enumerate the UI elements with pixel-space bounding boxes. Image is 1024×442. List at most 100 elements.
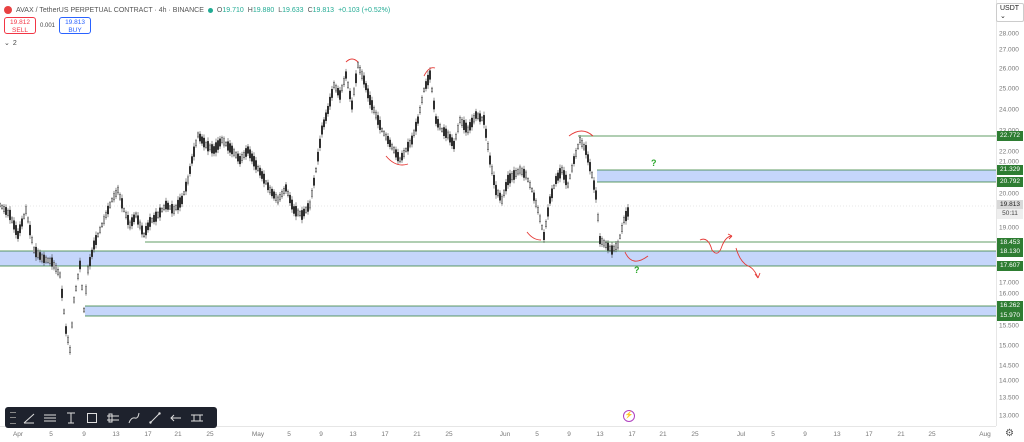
- candle-body: [119, 193, 121, 200]
- candle-body: [183, 191, 185, 196]
- brush-icon[interactable]: [125, 409, 142, 426]
- candle-body: [473, 115, 475, 123]
- candle-body: [343, 78, 345, 85]
- candle-body: [187, 176, 189, 184]
- price-label: 17.000: [999, 279, 1019, 287]
- text-cursor-icon[interactable]: [62, 409, 79, 426]
- time-label: 13: [112, 431, 120, 438]
- buy-button[interactable]: 19.813 BUY: [59, 17, 92, 34]
- level-tag: 15.970: [997, 311, 1023, 321]
- candle-body: [53, 262, 55, 269]
- candle-body: [285, 184, 287, 192]
- candle-body: [609, 245, 611, 251]
- symbol-info[interactable]: AVAX / TetherUS PERPETUAL CONTRACT · 4h …: [4, 4, 390, 16]
- price-axis[interactable]: 28.000 27.000 26.000 25.000 24.000 23.00…: [996, 0, 1024, 426]
- level-tag: 18.453: [997, 238, 1023, 248]
- parallel-channel-icon[interactable]: [104, 409, 121, 426]
- candle-body: [163, 205, 165, 210]
- candle-body: [111, 198, 113, 202]
- candle-body: [227, 141, 229, 151]
- candle-body: [373, 107, 375, 113]
- trend-line-icon[interactable]: [20, 409, 37, 426]
- rectangle-icon[interactable]: [83, 409, 100, 426]
- drag-handle[interactable]: [10, 411, 16, 424]
- candle-body: [91, 249, 93, 257]
- candle-body: [297, 209, 299, 216]
- candle-body: [565, 174, 567, 186]
- symbol-title: AVAX / TetherUS PERPETUAL CONTRACT · 4h …: [16, 6, 204, 14]
- candle-body: [161, 207, 163, 212]
- candle-body: [255, 160, 257, 170]
- candle-body: [561, 166, 563, 174]
- level-tag: 16.262: [997, 301, 1023, 311]
- indicators-toggle[interactable]: ⌄ 2: [4, 39, 17, 48]
- level-tag: 21.329: [997, 165, 1023, 175]
- time-label: 5: [535, 431, 539, 438]
- price-label: 20.000: [999, 190, 1019, 198]
- time-axis[interactable]: Apr 5 9 13 17 21 25 May 5 9 13 17 21 25 Jun 5 9 13 17 21 25 J…: [0, 426, 996, 442]
- candle-body: [537, 207, 539, 213]
- candle-body: [311, 190, 313, 197]
- sell-button[interactable]: 19.812 SELL: [4, 17, 36, 34]
- candle-body: [17, 230, 19, 239]
- candle-body: [515, 169, 517, 177]
- arrow-icon[interactable]: [167, 409, 184, 426]
- candle-body: [557, 172, 559, 181]
- time-label: 9: [82, 431, 86, 438]
- candle-body: [263, 173, 265, 184]
- candle-body: [313, 177, 315, 186]
- candle-body: [63, 309, 65, 314]
- candle-body: [421, 97, 423, 103]
- candle-body: [611, 245, 613, 255]
- candle-body: [253, 156, 255, 167]
- pattern-icon[interactable]: [188, 409, 205, 426]
- candle-body: [35, 246, 37, 258]
- candle-body: [197, 132, 199, 138]
- candle-body: [137, 215, 139, 225]
- candle-body: [463, 120, 465, 131]
- measure-icon[interactable]: [146, 409, 163, 426]
- candle-body: [613, 245, 615, 251]
- candle-body: [431, 87, 433, 92]
- price-chart[interactable]: [0, 0, 996, 426]
- chevron-down-icon: ⌄: [4, 40, 10, 47]
- price-label: 27.000: [999, 46, 1019, 54]
- candle-body: [217, 140, 219, 150]
- candle-body: [175, 205, 177, 210]
- trade-buttons: 19.812 SELL 0.001 19.813 BUY: [4, 17, 92, 34]
- candle-body: [5, 207, 7, 215]
- candle-body: [349, 90, 351, 100]
- currency-selector[interactable]: USDT ⌄: [996, 3, 1024, 22]
- horizontal-lines-icon[interactable]: [41, 409, 58, 426]
- time-label: Apr: [12, 431, 24, 438]
- candle-body: [329, 96, 331, 107]
- candle-body: [47, 258, 49, 263]
- candle-body: [533, 192, 535, 201]
- candle-body: [249, 149, 251, 159]
- candle-countdown: 50:11: [997, 209, 1023, 219]
- candle-body: [283, 187, 285, 194]
- candle-body: [23, 214, 25, 219]
- candle-body: [525, 171, 527, 179]
- candle-body: [229, 143, 231, 153]
- candle-body: [359, 66, 361, 74]
- candle-body: [579, 136, 581, 143]
- candle-body: [87, 266, 89, 274]
- candle-body: [77, 274, 79, 280]
- candle-body: [403, 149, 405, 157]
- candle-body: [379, 119, 381, 130]
- candle-body: [199, 133, 201, 142]
- candle-body: [457, 125, 459, 132]
- gear-icon[interactable]: ⚙: [1005, 428, 1014, 439]
- candle-body: [55, 265, 57, 272]
- flash-icon[interactable]: ⚡: [623, 410, 635, 422]
- spread-value: 0.001: [40, 22, 56, 29]
- time-label: Aug: [979, 431, 991, 438]
- candle-body: [361, 71, 363, 79]
- candle-body: [59, 272, 61, 278]
- candle-body: [347, 82, 349, 88]
- time-label: May: [251, 431, 265, 438]
- candle-body: [155, 211, 157, 222]
- candle-body: [177, 199, 179, 211]
- candle-body: [549, 196, 551, 204]
